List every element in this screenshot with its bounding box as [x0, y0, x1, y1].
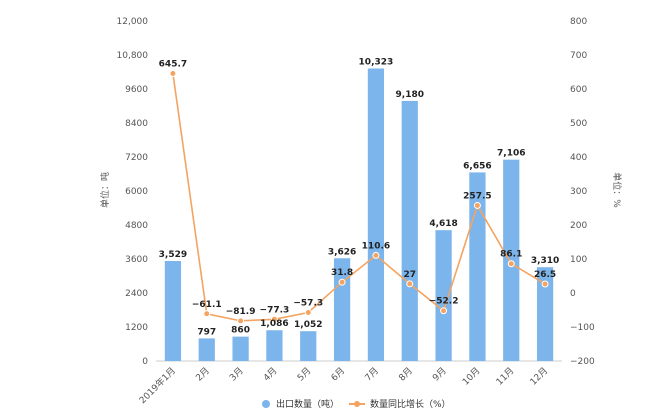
- x-tick-label: 6月: [329, 365, 347, 383]
- left-tick-label: 3600: [125, 255, 148, 265]
- left-tick-label: 8400: [125, 119, 148, 129]
- line-point[interactable]: [507, 260, 515, 268]
- left-tick-label: 2400: [125, 289, 148, 299]
- x-tick-label: 12月: [528, 365, 550, 387]
- line-value-label: 31.8: [331, 268, 353, 278]
- right-tick-label: 100: [570, 255, 587, 265]
- legend-bar-label: 出口数量（吨）: [276, 398, 339, 410]
- line-value-label: −57.3: [293, 298, 323, 308]
- bar[interactable]: [266, 330, 283, 361]
- bar[interactable]: [164, 261, 182, 361]
- line-point[interactable]: [473, 201, 481, 209]
- left-tick-label: 7200: [125, 153, 148, 163]
- right-tick-label: 600: [570, 85, 587, 95]
- right-axis-title: 单位：%: [611, 172, 623, 208]
- right-tick-label: −100: [570, 323, 595, 333]
- line-point[interactable]: [203, 310, 211, 318]
- left-tick-label: 9600: [125, 85, 148, 95]
- line-value-label: 257.5: [463, 191, 491, 201]
- right-tick-label: 300: [570, 187, 587, 197]
- x-tick-label: 4月: [261, 365, 279, 383]
- line-value-label: 645.7: [159, 59, 187, 69]
- right-axis-ticks: −200 −100 0 100 200 300 400 500 600 700 800: [570, 17, 595, 367]
- line-value-label: −61.1: [192, 300, 222, 310]
- line-point[interactable]: [440, 307, 448, 315]
- left-axis-ticks: 0 1200 2400 3600 4800 6000 7200 8400 9600 10,800 1…: [117, 17, 149, 367]
- legend: 出口数量（吨） 数量同比增长（%）: [262, 398, 451, 410]
- bar-value-label: 3,310: [531, 256, 559, 266]
- bar-value-label: 7,106: [497, 149, 525, 159]
- legend-line-marker: [354, 401, 360, 407]
- legend-bar-marker: [262, 400, 270, 408]
- line-value-label: −77.3: [260, 305, 290, 315]
- left-tick-label: 4800: [125, 221, 148, 231]
- left-tick-label: 12,000: [117, 17, 149, 27]
- legend-item-line[interactable]: 数量同比增长（%）: [349, 398, 451, 410]
- left-tick-label: 0: [142, 357, 148, 367]
- line-value-label: 110.6: [362, 241, 390, 251]
- legend-line-label: 数量同比增长（%）: [370, 398, 451, 410]
- x-tick-label: 2月: [194, 365, 212, 383]
- bar-value-label: 3,529: [159, 250, 187, 260]
- bar[interactable]: [401, 100, 418, 362]
- line-value-label: 27: [403, 270, 416, 280]
- bar[interactable]: [333, 258, 351, 361]
- bar-value-label: 797: [197, 327, 216, 337]
- line-path: [172, 73, 546, 322]
- bar[interactable]: [367, 68, 385, 361]
- x-axis-tick-labels: 2019年1月 2月 3月 4月 5月 6月 7月 8月 9月 10月 11月 12月: [137, 365, 551, 406]
- bar-data-labels: 3,529 797 860 1,086 1,052 3,626 10,323 9,180 4,6…: [159, 58, 560, 338]
- line-value-label: 26.5: [534, 270, 556, 280]
- right-tick-label: 800: [570, 17, 587, 27]
- bar-value-label: 6,656: [463, 161, 491, 171]
- line-point[interactable]: [541, 280, 549, 288]
- bar[interactable]: [536, 267, 554, 361]
- x-tick-label: 11月: [494, 365, 516, 387]
- left-tick-label: 10,800: [117, 51, 149, 61]
- bar-value-label: 860: [231, 326, 250, 336]
- x-tick-label: 7月: [363, 365, 381, 383]
- bar[interactable]: [232, 336, 249, 361]
- x-tick-label: 9月: [431, 365, 449, 383]
- bar-value-label: 3,626: [328, 247, 356, 257]
- right-tick-label: 400: [570, 153, 587, 163]
- x-tick-label: 2019年1月: [137, 365, 178, 406]
- left-tick-label: 1200: [125, 323, 148, 333]
- line-point[interactable]: [406, 280, 414, 288]
- bar-value-label: 9,180: [396, 90, 424, 100]
- right-tick-label: 0: [570, 289, 576, 299]
- left-tick-label: 6000: [125, 187, 148, 197]
- x-tick-label: 10月: [460, 365, 482, 387]
- legend-item-bar[interactable]: 出口数量（吨）: [262, 398, 339, 410]
- line-point[interactable]: [304, 308, 312, 316]
- line-series: [169, 69, 549, 325]
- line-value-label: −81.9: [226, 307, 256, 317]
- bar-value-label: 1,052: [294, 320, 322, 330]
- bar-value-label: 4,618: [429, 219, 457, 229]
- bar-value-label: 10,323: [359, 58, 394, 68]
- line-point[interactable]: [237, 317, 245, 325]
- line-point[interactable]: [338, 278, 346, 286]
- right-tick-label: −200: [570, 357, 595, 367]
- x-tick-label: 8月: [397, 365, 415, 383]
- line-value-label: −52.2: [429, 297, 459, 307]
- line-point[interactable]: [270, 315, 278, 323]
- right-tick-label: 500: [570, 119, 587, 129]
- bar-value-label: 1,086: [260, 319, 288, 329]
- bar[interactable]: [300, 331, 317, 361]
- x-tick-label: 5月: [295, 365, 313, 383]
- line-point[interactable]: [372, 251, 380, 259]
- line-point[interactable]: [169, 69, 177, 77]
- right-tick-label: 200: [570, 221, 587, 231]
- right-tick-label: 700: [570, 51, 587, 61]
- bar[interactable]: [435, 230, 452, 361]
- x-tick-label: 3月: [228, 365, 246, 383]
- left-axis-title: 单位：吨: [99, 172, 111, 208]
- line-data-labels: 645.7 −61.1 −81.9 −77.3−57.3 31.8 110.6 27 −52.…: [159, 59, 557, 316]
- bar[interactable]: [198, 338, 215, 361]
- line-value-label: 86.1: [500, 250, 522, 260]
